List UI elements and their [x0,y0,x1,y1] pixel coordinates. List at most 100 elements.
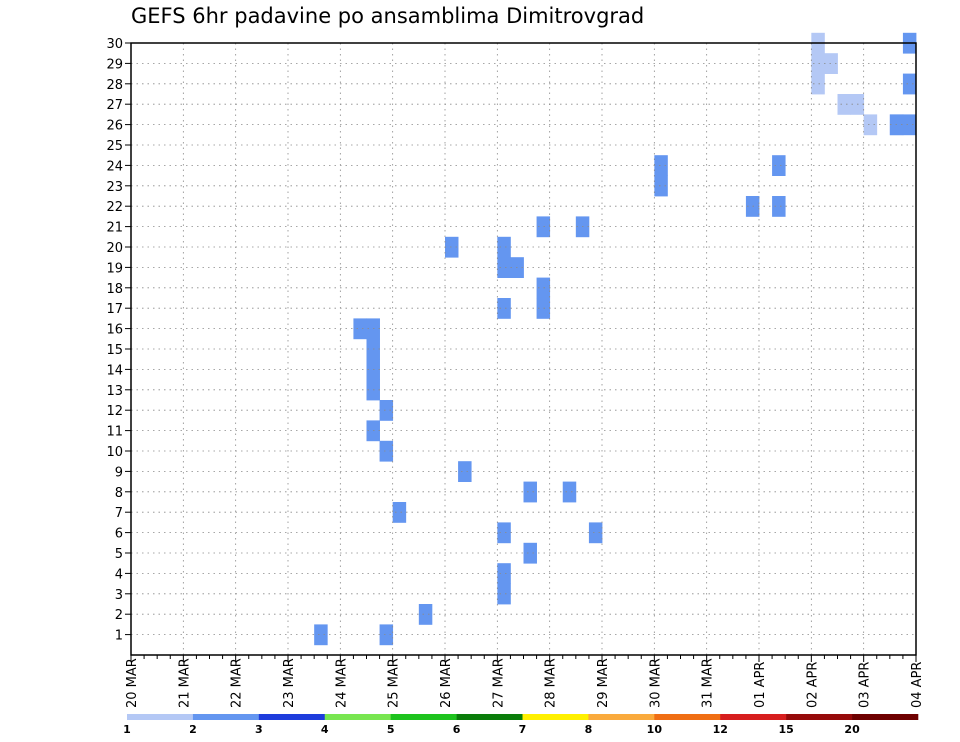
precip-cell [837,94,851,115]
y-tick-label: 1 [115,629,123,644]
y-tick-label: 25 [106,139,123,154]
precip-cell [379,400,394,421]
y-tick-label: 29 [106,57,123,72]
precip-cell [314,624,328,646]
precip-cell [497,298,511,319]
legend-label: 3 [255,723,263,736]
x-tick-label: 04 APR [910,662,925,708]
x-tick-label: 24 MAR [334,658,349,708]
x-axis: 20 MAR 21 MAR 22 MAR 23 MAR 24 MAR 25 MAR 26 M… [125,655,925,708]
legend-swatch [456,714,523,720]
x-tick-label: 20 MAR [125,658,140,708]
legend-swatch [324,714,391,720]
x-tick-label: 21 MAR [177,658,192,708]
precip-cell [902,114,917,136]
y-tick-label: 6 [115,527,123,542]
precip-cell [772,155,786,176]
y-tick-label: 15 [106,343,123,358]
y-tick-label: 13 [106,384,123,399]
precip-cell [536,216,551,238]
precip-cell [811,53,825,74]
y-tick-label: 26 [106,119,123,134]
y-tick-label: 2 [115,608,123,623]
precip-cell [523,481,537,503]
precip-cell [458,461,472,482]
legend-swatch [390,714,457,720]
precip-cell [863,114,878,136]
x-tick-label: 28 MAR [544,658,559,708]
precip-cell [418,604,433,625]
legend-label: 20 [844,723,860,736]
y-tick-label: 19 [106,261,123,276]
precip-cell [902,73,917,95]
chart-title: GEFS 6hr padavine po ansamblima Dimitrov… [131,4,645,28]
legend-label: 5 [387,723,395,736]
y-tick-label: 7 [115,506,123,521]
legend-label: 8 [585,723,593,736]
y-tick-label: 17 [106,302,123,317]
x-tick-label: 31 MAR [701,658,716,708]
legend-swatch [654,714,721,720]
precip-cell [379,440,394,462]
y-tick-label: 28 [106,78,123,93]
precip-cell [562,481,577,503]
data-cells-layer [314,32,917,646]
precip-cell [536,298,551,319]
legend-label: 15 [779,723,794,736]
precip-cell [445,236,459,258]
legend-label: 1 [123,723,131,736]
x-tick-label: 03 APR [858,662,873,708]
y-tick-label: 16 [106,323,123,338]
precip-cell [654,155,668,176]
y-tick-label: 4 [115,567,123,582]
x-tick-label: 02 APR [805,662,820,708]
legend-swatch [588,714,655,720]
color-legend: 1 2 3 4 5 6 7 8 10 12 15 20 [123,714,919,736]
y-tick-label: 23 [106,180,123,195]
legend-swatch [720,714,787,720]
y-tick-label: 30 [106,37,123,52]
x-tick-label: 29 MAR [596,658,611,708]
precip-cell [497,236,511,258]
y-tick-label: 20 [106,241,123,256]
precip-cell [588,522,603,544]
y-tick-label: 22 [106,200,123,215]
y-tick-label: 18 [106,282,123,297]
legend-label: 7 [519,723,527,736]
x-tick-label: 23 MAR [282,658,297,708]
precip-cell [379,624,394,646]
precip-cell [523,542,537,564]
y-tick-label: 3 [115,588,123,603]
legend-swatch [786,714,853,720]
y-tick-label: 21 [106,221,123,236]
x-tick-label: 27 MAR [491,658,506,708]
legend-label: 4 [321,723,329,736]
y-tick-label: 8 [115,486,123,501]
y-tick-label: 11 [106,425,123,440]
y-tick-label: 24 [106,159,123,174]
precip-cell [811,73,825,95]
y-axis: 1234567891011121314151617181920212223242… [106,37,131,644]
x-tick-label: 26 MAR [439,658,454,708]
precip-cell [497,522,511,544]
legend-swatch [192,714,260,720]
y-tick-label: 5 [115,547,123,562]
precip-cell [497,563,511,584]
legend-swatch [852,714,919,720]
legend-swatch [522,714,589,720]
precip-cell [497,257,511,278]
precip-cell [392,502,407,523]
y-tick-label: 14 [106,363,123,378]
y-tick-label: 9 [115,465,123,480]
precip-cell [824,53,838,74]
legend-label: 10 [647,723,663,736]
x-tick-label: 01 APR [753,662,768,708]
precip-cell [536,277,551,299]
legend-label: 12 [713,723,728,736]
x-tick-label: 30 MAR [648,658,663,708]
precip-cell [497,583,511,605]
legend-label: 2 [189,723,197,736]
y-tick-label: 12 [106,404,123,419]
y-tick-label: 27 [106,98,123,113]
